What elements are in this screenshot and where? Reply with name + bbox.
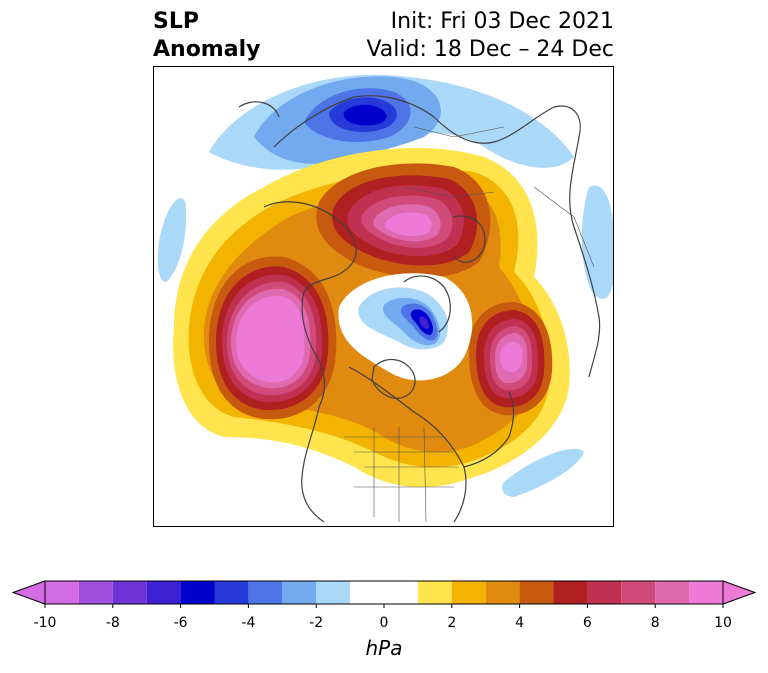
country-borders bbox=[344, 126, 595, 523]
colorbar-tick-label: 4 bbox=[515, 615, 525, 631]
colorbar-bin bbox=[282, 581, 317, 604]
colorbar-bin bbox=[180, 581, 215, 604]
colorbar-bin bbox=[655, 581, 690, 604]
colorbar-tick-label: 10 bbox=[714, 615, 732, 631]
colorbar-bin bbox=[621, 581, 656, 604]
colorbar-tick-label: -10 bbox=[33, 615, 57, 631]
map-title-left: SLP Anomaly bbox=[153, 8, 260, 64]
colorbar-bin bbox=[78, 581, 113, 604]
map-title-right: Init: Fri 03 Dec 2021 Valid: 18 Dec – 24… bbox=[366, 8, 614, 64]
colorbar-bin bbox=[689, 581, 723, 604]
colorbar-bin bbox=[214, 581, 249, 604]
negative-anomaly-east bbox=[581, 185, 613, 299]
colorbar-bin bbox=[519, 581, 554, 604]
colorbar-bin bbox=[350, 581, 418, 604]
colorbar-bin bbox=[587, 581, 622, 604]
colorbar-tick-label: 0 bbox=[379, 615, 389, 631]
colorbar-tick-label: -8 bbox=[105, 615, 120, 631]
title-init-date: Init: Fri 03 Dec 2021 bbox=[390, 9, 614, 34]
colorbar-extend-max bbox=[722, 580, 757, 605]
negative-anomaly-southeast bbox=[502, 448, 584, 497]
colorbar-tick-label: -6 bbox=[173, 615, 188, 631]
colorbar-tick-label: -4 bbox=[241, 615, 256, 631]
colorbar-bin bbox=[146, 581, 181, 604]
title-valid-range: Valid: 18 Dec – 24 Dec bbox=[366, 37, 614, 62]
colorbar-tick-label: 2 bbox=[447, 615, 457, 631]
colorbar-bin bbox=[316, 581, 351, 604]
positive-anomaly-pacific-high bbox=[209, 256, 337, 420]
title-variable: SLP bbox=[153, 9, 199, 34]
anomaly-map bbox=[154, 67, 613, 526]
colorbar bbox=[11, 580, 757, 608]
title-variable-type: Anomaly bbox=[153, 37, 261, 62]
colorbar-segments bbox=[45, 581, 723, 604]
colorbar-ticks bbox=[44, 604, 724, 608]
colorbar-unit-label: hPa bbox=[365, 636, 403, 660]
colorbar-bin bbox=[112, 581, 147, 604]
colorbar-bin bbox=[553, 581, 588, 604]
colorbar-bin bbox=[417, 581, 452, 604]
colorbar-bin bbox=[451, 581, 486, 604]
positive-anomaly-arctic-high bbox=[316, 163, 491, 278]
colorbar-extend-min bbox=[11, 580, 46, 605]
colorbar-bin bbox=[248, 581, 283, 604]
negative-anomaly-west bbox=[157, 198, 187, 282]
colorbar-bin bbox=[45, 581, 79, 604]
colorbar-tick-label: 8 bbox=[650, 615, 660, 631]
colorbar-tick-label: 6 bbox=[582, 615, 592, 631]
positive-anomaly-atlantic-high bbox=[469, 302, 553, 416]
colorbar-tick-label: -2 bbox=[309, 615, 324, 631]
coastlines bbox=[238, 95, 601, 523]
map-panel bbox=[153, 66, 614, 527]
colorbar-bin bbox=[485, 581, 520, 604]
negative-anomaly-arctic-low bbox=[338, 273, 473, 381]
